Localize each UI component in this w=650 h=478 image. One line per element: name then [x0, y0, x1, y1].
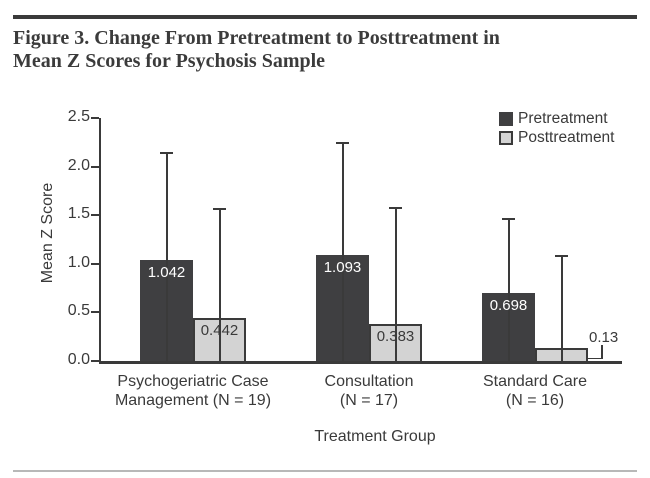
figure-title-line-2: Mean Z Scores for Psychosis Sample [13, 50, 326, 72]
y-tick-mark [91, 214, 99, 217]
error-bar-pretreatment-group-3 [507, 218, 510, 361]
x-category-label-2: Consultation (N = 17) [259, 373, 479, 410]
y-tick-mark [91, 165, 99, 168]
error-bar-cap [336, 142, 349, 145]
figure-title-line-1: Figure 3. Change From Pretreatment to Po… [13, 27, 500, 49]
bar-value-label: 0.383 [376, 327, 415, 345]
x-category-line: Psychogeriatric Case [117, 373, 269, 390]
legend: Pretreatment Posttreatment [499, 110, 615, 150]
error-bar-posttreatment-group-1 [218, 208, 221, 361]
y-tick-mark [91, 311, 99, 314]
x-axis-title: Treatment Group [314, 428, 436, 445]
y-tick-mark [91, 117, 99, 119]
error-bar-cap [160, 152, 173, 155]
plot-area: 1.042 0.442 1.093 0.383 0.698 0.13 [99, 118, 622, 361]
top-rule [13, 15, 637, 19]
legend-item-posttreatment: Posttreatment [499, 129, 615, 146]
y-tick-mark [91, 262, 99, 265]
x-axis-line [99, 361, 622, 364]
error-bar-posttreatment-group-3 [560, 255, 563, 361]
legend-item-pretreatment: Pretreatment [499, 110, 615, 127]
bottom-rule [13, 470, 637, 472]
y-tick-label: 0.5 [67, 302, 90, 320]
y-tick-mark [91, 360, 99, 362]
bar-value-label: 0.442 [200, 322, 239, 340]
x-axis-categories: Psychogeriatric Case Management (N = 19) C… [99, 373, 622, 415]
x-category-line: Management (N = 19) [114, 391, 272, 409]
y-tick-label: 2.5 [67, 108, 90, 125]
x-category-line: Standard Care [482, 373, 588, 390]
legend-label-posttreatment: Posttreatment [518, 129, 615, 146]
error-bar-posttreatment-group-2 [394, 207, 397, 361]
x-category-label-3: Standard Care (N = 16) [425, 373, 645, 410]
bar-value-label: 0.13 [589, 329, 619, 347]
y-tick-label: 1.0 [67, 253, 90, 271]
bar-value-label: 1.042 [147, 263, 186, 281]
error-bar-pretreatment-group-2 [341, 142, 344, 361]
y-tick-label: 2.0 [67, 156, 90, 174]
bar-value-label: 1.093 [323, 258, 362, 276]
bar-value-label: 0.698 [489, 297, 528, 315]
figure-title: Figure 3. Change From Pretreatment to Po… [13, 27, 628, 73]
x-category-line: (N = 16) [505, 391, 565, 409]
label-connector-vertical [601, 345, 603, 359]
error-bar-cap [555, 255, 568, 258]
label-connector-horizontal [588, 357, 602, 359]
posttreatment-swatch-icon [499, 131, 513, 145]
error-bar-cap [502, 218, 515, 221]
y-axis-line [99, 118, 101, 364]
y-tick-label: 1.5 [67, 205, 90, 223]
error-bar-cap [389, 207, 402, 210]
x-category-label-1: Psychogeriatric Case Management (N = 19) [83, 373, 303, 410]
error-bar-cap [213, 208, 226, 211]
x-category-line: Consultation [324, 373, 414, 390]
x-category-line: (N = 17) [339, 391, 399, 409]
error-bar-pretreatment-group-1 [165, 152, 168, 361]
y-tick-label: 0.0 [67, 351, 90, 368]
legend-label-pretreatment: Pretreatment [518, 110, 608, 127]
pretreatment-swatch-icon [499, 112, 513, 126]
